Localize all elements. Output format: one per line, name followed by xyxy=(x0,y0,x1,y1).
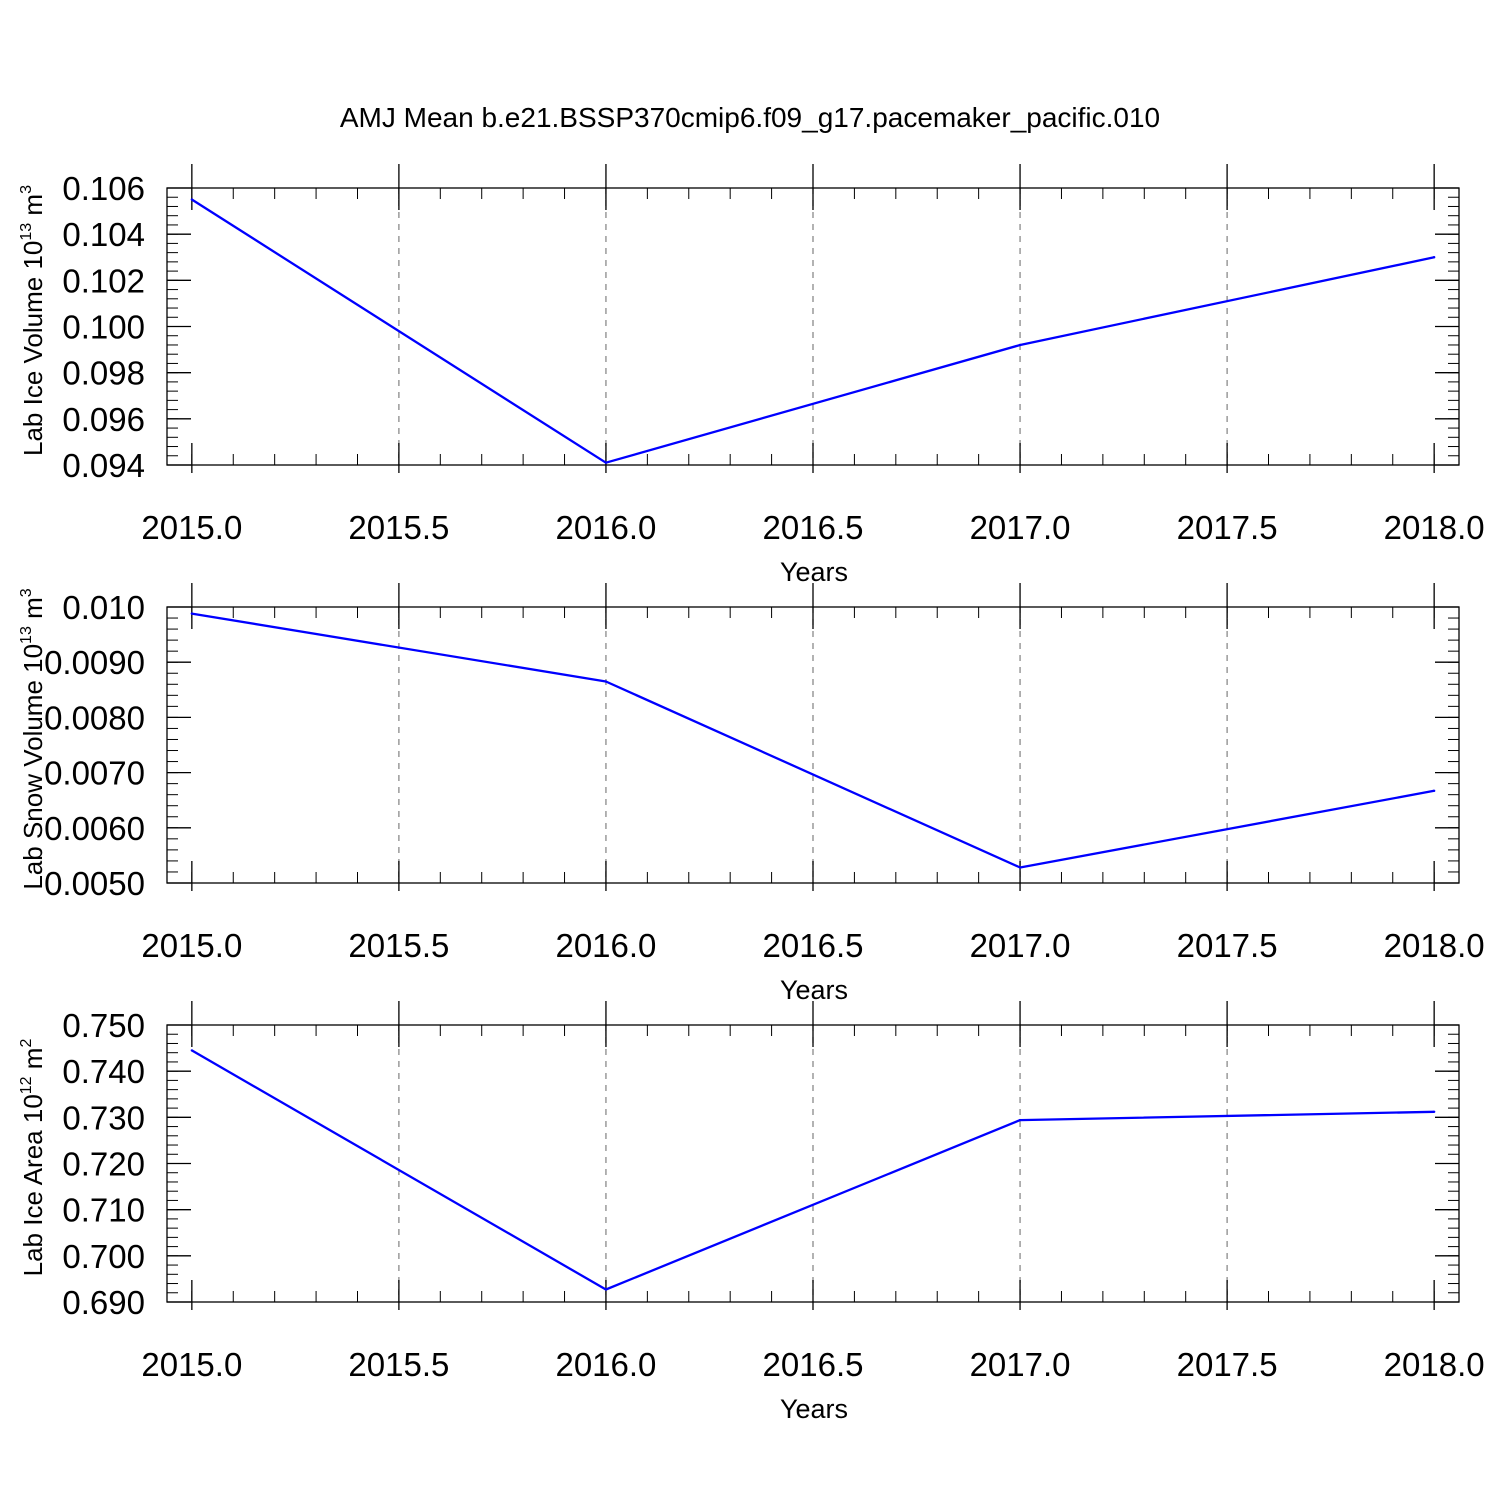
panel-1: 2015.0 2015.5 2016.0 2016.5 2017.0 2017.5 2018… xyxy=(18,164,1485,587)
x-tick-label: 2015.0 xyxy=(141,927,242,964)
x-tick-label: 2017.5 xyxy=(1177,1346,1278,1383)
y-tick-label: 0.0090 xyxy=(44,644,145,681)
data-point xyxy=(1018,1118,1022,1122)
x-tick-label: 2016.0 xyxy=(555,927,656,964)
y-tick-label: 0.010 xyxy=(62,589,145,626)
figure-title: AMJ Mean b.e21.BSSP370cmip6.f09_g17.pace… xyxy=(340,102,1160,133)
panels: 2015.0 2015.5 2016.0 2016.5 2017.0 2017.5 2018… xyxy=(18,164,1485,1424)
data-point xyxy=(604,1288,608,1291)
y-tick-label: 0.106 xyxy=(62,170,145,207)
y-tick-label: 0.102 xyxy=(62,262,145,299)
x-tick-label: 2016.0 xyxy=(555,509,656,546)
panel-3: 2015.0 2015.5 2016.0 2016.5 2017.0 2017.5 2018… xyxy=(18,1001,1485,1424)
data-point xyxy=(190,198,194,201)
y-axis-label: Lab Snow Volume 1013 m3 xyxy=(18,588,48,889)
x-tick-label: 2015.5 xyxy=(348,927,449,964)
y-tick-label: 0.100 xyxy=(62,309,145,346)
y-tick-label: 0.700 xyxy=(62,1238,145,1275)
x-tick-label: 2016.0 xyxy=(555,1346,656,1383)
panel-2: 2015.0 2015.5 2016.0 2016.5 2017.0 2017.5 2018… xyxy=(18,583,1485,1005)
y-tick-label: 0.0050 xyxy=(44,865,145,902)
y-axis-label-unit: m xyxy=(18,1048,48,1077)
data-point xyxy=(190,612,194,615)
x-tick-label: 2017.0 xyxy=(970,927,1071,964)
y-tick-label: 0.720 xyxy=(62,1146,145,1183)
y-tick-label: 0.690 xyxy=(62,1284,145,1321)
x-tick-label: 2015.5 xyxy=(348,1346,449,1383)
y-axis-label-unit-exponent: 3 xyxy=(18,185,35,194)
y-axis-label: Lab Ice Area 1012 m2 xyxy=(18,1039,48,1277)
x-tick-label: 2017.0 xyxy=(970,509,1071,546)
y-tick-label: 0.094 xyxy=(62,447,145,484)
y-axis-label-exponent: 13 xyxy=(18,626,35,644)
y-tick-label: 0.0070 xyxy=(44,755,145,792)
y-tick-label: 0.740 xyxy=(62,1053,145,1090)
y-tick-label: 0.730 xyxy=(62,1099,145,1136)
y-tick-label: 0.0080 xyxy=(44,699,145,736)
y-tick-label: 0.098 xyxy=(62,355,145,392)
y-axis-label-prefix: Lab Ice Volume 10 xyxy=(18,241,48,456)
x-tick-label: 2018.0 xyxy=(1384,1346,1485,1383)
x-axis-label: Years xyxy=(780,975,848,1005)
x-tick-label: 2016.5 xyxy=(763,509,864,546)
x-axis-label: Years xyxy=(780,1394,848,1424)
data-point xyxy=(604,680,608,683)
y-tick-label: 0.0060 xyxy=(44,810,145,847)
y-tick-label: 0.710 xyxy=(62,1192,145,1229)
x-tick-label: 2018.0 xyxy=(1384,509,1485,546)
y-tick-label: 0.096 xyxy=(62,401,145,438)
y-axis-label-unit-exponent: 3 xyxy=(18,588,35,597)
x-tick-label: 2015.0 xyxy=(141,1346,242,1383)
y-axis-label-unit: m xyxy=(18,194,48,223)
x-tick-label: 2018.0 xyxy=(1384,927,1485,964)
series-line xyxy=(191,198,1435,464)
data-point xyxy=(1018,343,1022,347)
y-axis-label-unit-exponent: 2 xyxy=(18,1039,35,1048)
y-axis-label-prefix: Lab Snow Volume 10 xyxy=(18,644,48,890)
data-point xyxy=(604,461,608,464)
y-axis-label-exponent: 13 xyxy=(18,223,35,241)
x-tick-label: 2017.0 xyxy=(970,1346,1071,1383)
y-axis-label-unit: m xyxy=(18,597,48,626)
y-tick-label: 0.104 xyxy=(62,216,145,253)
y-tick-label: 0.750 xyxy=(62,1007,145,1044)
data-point xyxy=(1432,789,1436,793)
data-point xyxy=(1432,1110,1436,1113)
x-tick-label: 2017.5 xyxy=(1177,509,1278,546)
x-tick-label: 2015.0 xyxy=(141,509,242,546)
x-axis-label: Years xyxy=(780,557,848,587)
data-point xyxy=(1018,866,1022,869)
data-point xyxy=(190,1049,194,1052)
x-tick-label: 2016.5 xyxy=(763,1346,864,1383)
x-tick-label: 2015.5 xyxy=(348,509,449,546)
y-axis-label-prefix: Lab Ice Area 10 xyxy=(18,1094,48,1276)
x-tick-label: 2016.5 xyxy=(763,927,864,964)
data-point xyxy=(1432,256,1436,259)
x-tick-label: 2017.5 xyxy=(1177,927,1278,964)
y-axis-label-exponent: 12 xyxy=(18,1076,35,1094)
series-line xyxy=(191,612,1435,869)
series-line xyxy=(191,1049,1435,1291)
y-axis-label: Lab Ice Volume 1013 m3 xyxy=(18,185,48,456)
